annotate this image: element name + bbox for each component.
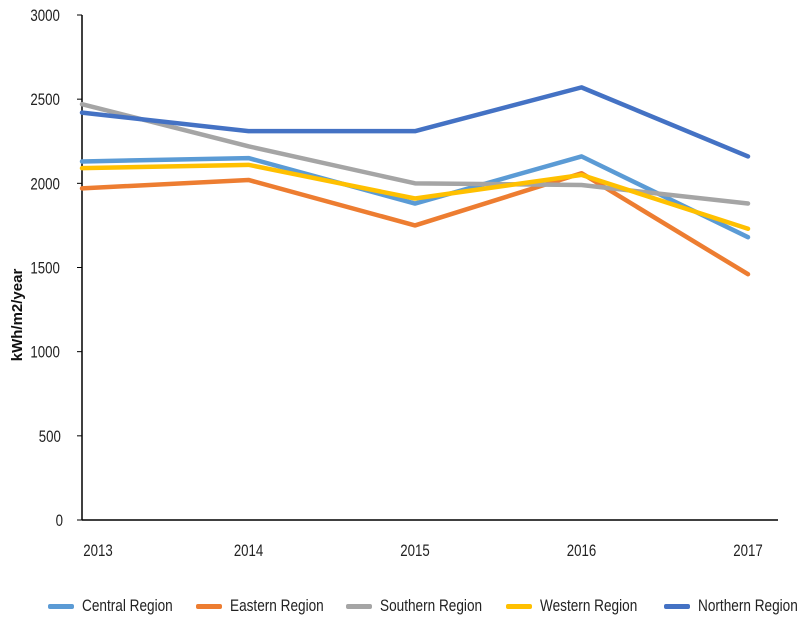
legend-label: Northern Region xyxy=(698,596,798,615)
chart-axes xyxy=(77,14,778,521)
legend-item: Southern Region xyxy=(346,592,508,620)
legend-item: Northern Region xyxy=(664,592,810,620)
y-tick-label: 500 xyxy=(39,427,61,446)
y-tick-label: 2000 xyxy=(30,175,59,194)
series-line-western-region xyxy=(79,162,751,232)
x-tick-label: 2014 xyxy=(234,542,264,561)
y-tick-label: 2500 xyxy=(30,91,59,110)
y-tick-label: 1000 xyxy=(30,343,59,362)
x-tick-label: 2013 xyxy=(83,542,112,561)
y-axis-label: kWh/m2/year xyxy=(9,269,26,362)
series-line-northern-region xyxy=(79,85,751,159)
line-chart: 0 500 1000 1500 2000 2500 3000 2013 2014 2015 2016… xyxy=(9,7,778,561)
y-tick-label: 0 xyxy=(56,512,63,531)
legend-label: Western Region xyxy=(540,596,638,615)
x-tick-label: 2016 xyxy=(567,542,596,561)
legend-item: Eastern Region xyxy=(196,592,347,620)
legend-label: Central Region xyxy=(82,596,173,615)
legend-item: Western Region xyxy=(506,592,662,620)
tick-labels: 0 500 1000 1500 2000 2500 3000 2013 2014 2015 2016… xyxy=(30,7,762,561)
x-tick-label: 2017 xyxy=(733,542,762,561)
legend-label: Eastern Region xyxy=(230,596,324,615)
y-tick-label: 1500 xyxy=(30,259,59,278)
legend-swatch xyxy=(664,603,690,609)
series-line-central-region xyxy=(79,154,751,240)
x-tick-label: 2015 xyxy=(400,542,429,561)
legend-swatch xyxy=(346,603,372,609)
series-line-eastern-region xyxy=(79,170,751,277)
chart-legend: Central Region Eastern Region Southern Reg… xyxy=(0,592,810,620)
legend-swatch xyxy=(196,603,222,609)
series-layer xyxy=(79,85,751,277)
legend-swatch xyxy=(48,603,74,609)
legend-item: Central Region xyxy=(48,592,195,620)
legend-swatch xyxy=(506,603,532,609)
y-tick-label: 3000 xyxy=(30,7,59,26)
legend-label: Southern Region xyxy=(380,596,483,615)
